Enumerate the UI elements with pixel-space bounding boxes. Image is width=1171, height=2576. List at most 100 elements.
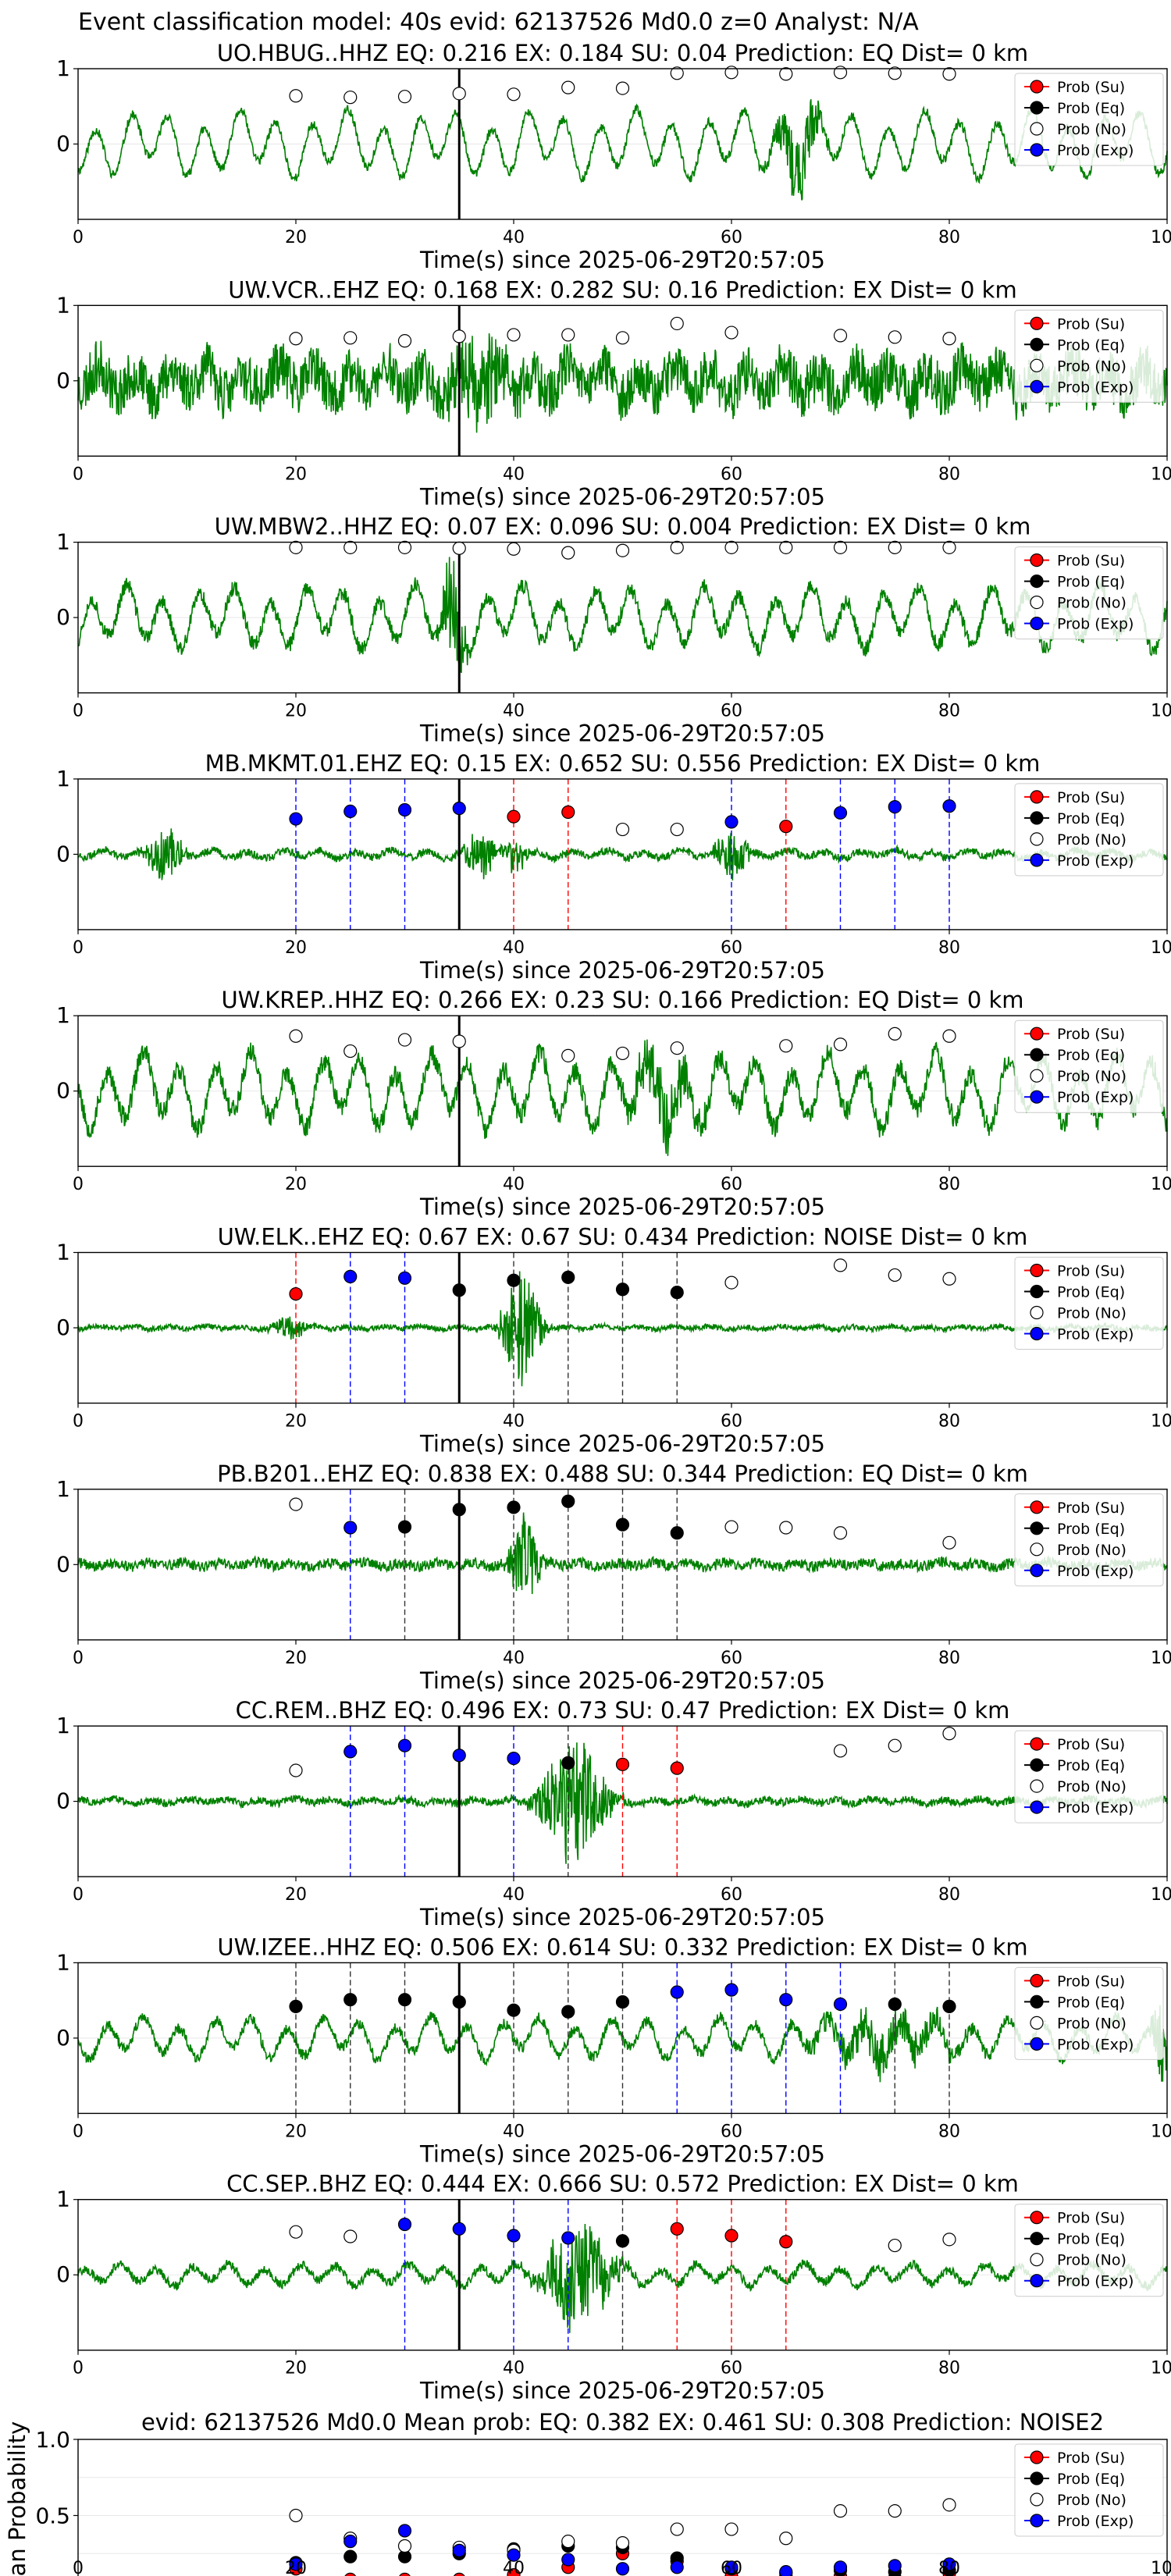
legend-label: Prob (Exp)	[1057, 2273, 1134, 2290]
legend-label: Prob (Exp)	[1057, 1563, 1134, 1580]
x-tick-label: 100	[1151, 2559, 1171, 2576]
prob-point-no	[343, 91, 358, 105]
waveform-trace	[77, 557, 1168, 674]
station-panel: MB.MKMT.01.EHZ EQ: 0.15 EX: 0.652 SU: 0.…	[56, 750, 1171, 984]
y-tick-label: 1	[56, 529, 70, 555]
legend: Prob (Su) Prob (Eq) Prob (No) Prob (Exp)	[1014, 1019, 1164, 1113]
x-tick-label: 80	[938, 1885, 960, 1905]
prob-point-no	[289, 332, 303, 346]
prob-point-no	[561, 546, 575, 560]
panel-title: evid: 62137526 Md0.0 Mean prob: EQ: 0.38…	[141, 2409, 1104, 2435]
station-panel: UW.ELK..EHZ EQ: 0.67 EX: 0.67 SU: 0.434 …	[56, 1224, 1171, 1457]
legend-label: Prob (No)	[1057, 831, 1127, 849]
x-tick-label: 80	[938, 2559, 960, 2576]
x-tick-label: 40	[503, 228, 525, 247]
panel-title: UW.KREP..HHZ EQ: 0.266 EX: 0.23 SU: 0.16…	[221, 987, 1023, 1013]
x-tick-label: 80	[938, 938, 960, 958]
prob-point-no	[561, 1048, 575, 1062]
x-tick-label: 0	[73, 464, 84, 484]
legend-label: Prob (No)	[1057, 358, 1127, 375]
legend: Prob (Su) Prob (Eq) Prob (No) Prob (Exp)	[1014, 546, 1164, 640]
waveform-trace	[77, 1271, 1168, 1386]
prob-point-no	[289, 1497, 303, 1511]
mean-point-no	[779, 2532, 793, 2546]
panel-title: PB.B201..EHZ EQ: 0.838 EX: 0.488 SU: 0.3…	[217, 1461, 1028, 1487]
x-tick-label: 20	[285, 1412, 307, 1432]
mean-point-exp	[289, 2557, 303, 2571]
x-tick-label: 20	[285, 2359, 307, 2379]
prob-point-exp	[888, 800, 902, 814]
legend-marker-eq	[1030, 2232, 1044, 2246]
mean-point-exp	[724, 2560, 739, 2574]
y-tick-label: 1	[56, 1713, 70, 1738]
legend-marker-exp	[1030, 853, 1044, 867]
legend-label: Prob (Eq)	[1057, 1757, 1125, 1774]
prob-point-exp	[289, 812, 303, 826]
y-tick-label: 1	[56, 1476, 70, 1502]
legend-label: Prob (Su)	[1057, 553, 1125, 570]
x-axis-label: Time(s) since 2025-06-29T20:57:05	[419, 1431, 825, 1457]
x-tick-label: 80	[938, 2122, 960, 2141]
legend-marker-su	[1030, 790, 1044, 804]
legend-marker-su	[1030, 1737, 1044, 1751]
x-tick-label: 40	[503, 2359, 525, 2379]
prob-point-no	[888, 540, 902, 554]
legend-label: Prob (No)	[1057, 1778, 1127, 1795]
legend-box	[1014, 1493, 1164, 1587]
y-tick-label: 0	[56, 1078, 70, 1104]
x-tick-label: 80	[938, 702, 960, 721]
prob-point-no	[289, 540, 303, 554]
panel-title: UW.VCR..EHZ EQ: 0.168 EX: 0.282 SU: 0.16…	[228, 276, 1016, 303]
prob-point-exp	[724, 1983, 739, 1997]
y-tick-label: 1	[56, 1002, 70, 1028]
legend-label: Prob (Exp)	[1057, 379, 1134, 396]
prob-point-no	[452, 1034, 466, 1048]
x-tick-label: 60	[721, 1412, 742, 1432]
legend-label: Prob (Eq)	[1057, 2231, 1125, 2248]
x-tick-label: 40	[503, 2559, 525, 2576]
legend-label: Prob (No)	[1057, 1305, 1127, 1322]
legend-marker-no	[1030, 1779, 1044, 1793]
prob-point-no	[833, 1744, 848, 1758]
prob-point-exp	[507, 1751, 521, 1766]
panel-title: UO.HBUG..HHZ EQ: 0.216 EX: 0.184 SU: 0.0…	[217, 40, 1028, 66]
mean-point-no	[615, 2536, 630, 2550]
x-tick-label: 0	[73, 2359, 84, 2379]
prob-point-no	[724, 326, 739, 340]
x-tick-label: 0	[73, 2559, 84, 2576]
prob-point-exp	[942, 799, 956, 813]
prob-point-exp	[833, 806, 848, 820]
prob-point-no	[942, 1029, 956, 1043]
legend-marker-no	[1030, 122, 1044, 136]
prob-point-no	[724, 1276, 739, 1290]
prob-point-no	[670, 66, 684, 80]
prob-point-no	[888, 1268, 902, 1283]
panel-title: CC.SEP..BHZ EQ: 0.444 EX: 0.666 SU: 0.57…	[226, 2171, 1019, 2197]
x-tick-label: 0	[73, 1412, 84, 1432]
x-tick-label: 20	[285, 228, 307, 247]
legend-marker-su	[1030, 1500, 1044, 1514]
prob-point-eq	[561, 1756, 575, 1770]
legend-marker-eq	[1030, 811, 1044, 825]
prob-point-eq	[888, 1997, 902, 2012]
legend-box	[1014, 2443, 1164, 2537]
legend-label: Prob (Su)	[1057, 1263, 1125, 1280]
legend-label: Prob (Eq)	[1057, 336, 1125, 354]
prob-point-exp	[779, 1993, 793, 2007]
prob-point-no	[779, 1521, 793, 1535]
prob-point-no	[615, 822, 630, 837]
x-tick-label: 80	[938, 228, 960, 247]
y-tick-label: 1	[56, 1240, 70, 1265]
prob-point-su	[724, 2229, 739, 2243]
legend-marker-no	[1030, 358, 1044, 372]
x-tick-label: 100	[1151, 228, 1171, 247]
legend-marker-eq	[1030, 1994, 1044, 2008]
legend-label: Prob (Su)	[1057, 315, 1125, 333]
mean-point-exp	[942, 2557, 956, 2571]
x-tick-label: 80	[938, 1175, 960, 1194]
prob-point-eq	[289, 1999, 303, 2013]
legend-label: Prob (Exp)	[1057, 1089, 1134, 1106]
y-tick-label: 0	[56, 2261, 70, 2287]
legend-label: Prob (Eq)	[1057, 1284, 1125, 1301]
prob-point-exp	[343, 804, 358, 818]
